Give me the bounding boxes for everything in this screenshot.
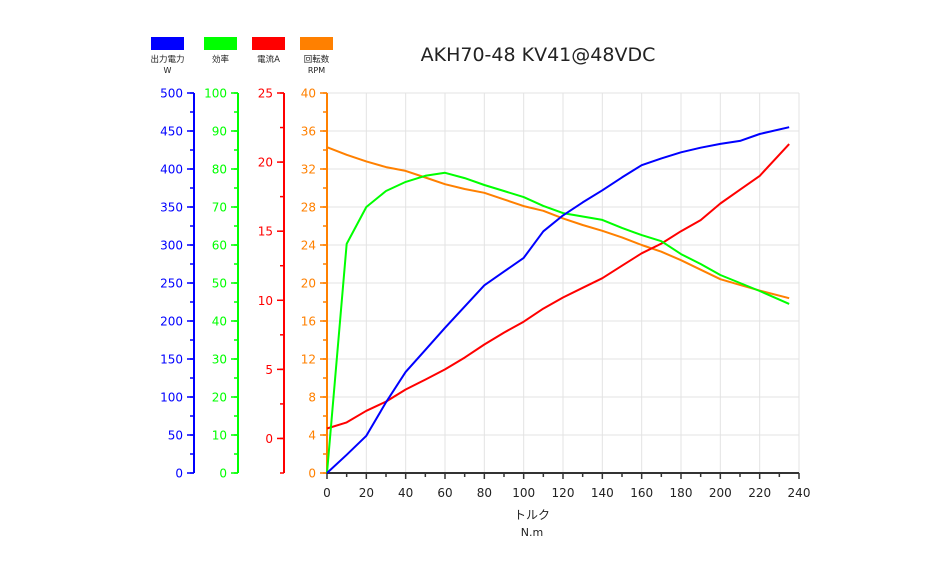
legend-swatch [300, 37, 333, 50]
x-axis: 0 20 40 60 80 100 120 140 160 180 200 220 240 [323, 472, 811, 500]
x-axis-unit: N.m [521, 526, 543, 539]
legend-swatch [252, 37, 285, 50]
y-tick-label: 40 [301, 87, 316, 101]
y-tick-label: 28 [301, 201, 316, 215]
series-line-W [326, 126, 790, 474]
y-tick-label: 20 [301, 277, 316, 291]
y-tick-label: 450 [160, 125, 183, 139]
y-tick-label: 200 [160, 315, 183, 329]
y-tick-label: 15 [258, 225, 273, 239]
series-line-value [326, 143, 790, 430]
y-tick-label: 0 [175, 467, 183, 481]
x-tick-label: 240 [788, 486, 811, 500]
y-tick-label: 25 [258, 87, 273, 101]
x-tick-label: 160 [630, 486, 653, 500]
y-tick-label: 70 [212, 201, 227, 215]
y-axes: 0501001502002503003504004505000102030405… [160, 87, 328, 481]
y-tick-label: 36 [301, 125, 316, 139]
legend-label: 回転数 [304, 54, 330, 65]
y-tick-label: 150 [160, 353, 183, 367]
y-tick-label: 50 [168, 429, 183, 443]
y-tick-label: 250 [160, 277, 183, 291]
x-tick-label: 40 [398, 486, 413, 500]
legend-label: 電流A [257, 54, 280, 65]
y-tick-label: 80 [212, 163, 227, 177]
y-tick-label: 10 [258, 294, 273, 308]
legend-unit: RPM [308, 66, 325, 75]
legend-unit: W [164, 66, 172, 75]
y-tick-label: 0 [308, 467, 316, 481]
y-tick-label: 30 [212, 353, 227, 367]
x-tick-label: 100 [512, 486, 535, 500]
x-tick-label: 180 [670, 486, 693, 500]
x-tick-label: 80 [477, 486, 492, 500]
y-tick-label: 20 [212, 391, 227, 405]
x-tick-label: 0 [323, 486, 331, 500]
x-tick-label: 200 [709, 486, 732, 500]
y-tick-label: 40 [212, 315, 227, 329]
y-tick-label: 500 [160, 87, 183, 101]
y-tick-label: 5 [265, 363, 273, 377]
y-tick-label: 90 [212, 125, 227, 139]
x-axis-label: トルク [514, 508, 550, 522]
x-tick-label: 20 [359, 486, 374, 500]
series-line-RPM [326, 146, 790, 300]
y-tick-label: 0 [219, 467, 227, 481]
y-tick-label: 350 [160, 201, 183, 215]
y-tick-label: 4 [308, 429, 316, 443]
y-tick-label: 20 [258, 156, 273, 170]
y-tick-label: 8 [308, 391, 316, 405]
x-tick-label: 120 [552, 486, 575, 500]
y-tick-label: 16 [301, 315, 316, 329]
y-tick-label: 400 [160, 163, 183, 177]
y-tick-label: 10 [212, 429, 227, 443]
series-line-value [326, 171, 790, 474]
y-tick-label: 24 [301, 239, 316, 253]
x-tick-label: 140 [591, 486, 614, 500]
legend-label: 出力電力 [150, 54, 184, 65]
x-tick-label: 220 [748, 486, 771, 500]
y-tick-label: 300 [160, 239, 183, 253]
x-tick-label: 60 [437, 486, 452, 500]
legend-swatch [204, 37, 237, 50]
legend-item: 効率 [204, 37, 237, 65]
chart-title: AKH70-48 KV41@48VDC [421, 44, 656, 66]
y-tick-label: 50 [212, 277, 227, 291]
series-lines [326, 126, 790, 474]
legend-label: 効率 [212, 54, 230, 65]
y-tick-label: 60 [212, 239, 227, 253]
y-tick-label: 100 [160, 391, 183, 405]
y-tick-label: 100 [204, 87, 227, 101]
y-tick-label: 0 [265, 432, 273, 446]
legend-item: 電流A [252, 37, 285, 65]
grid [327, 92, 800, 473]
y-tick-label: 32 [301, 163, 316, 177]
legend-swatch [151, 37, 184, 50]
y-tick-label: 12 [301, 353, 316, 367]
